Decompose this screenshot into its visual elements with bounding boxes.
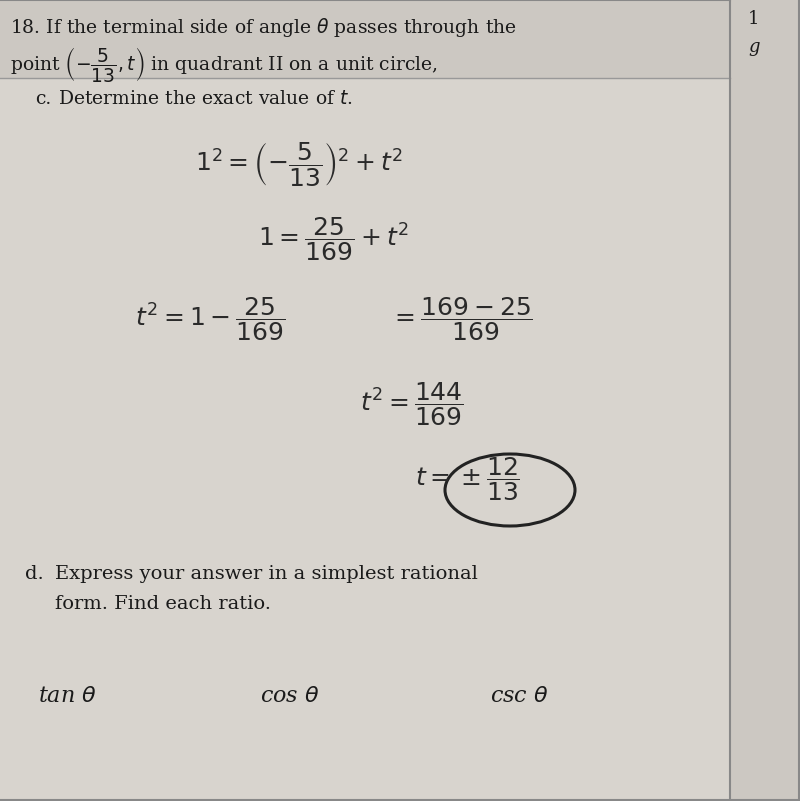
- Text: $1^2=\left(-\dfrac{5}{13}\right)^2+t^2$: $1^2=\left(-\dfrac{5}{13}\right)^2+t^2$: [195, 140, 403, 188]
- Text: $t^2=\dfrac{144}{169}$: $t^2=\dfrac{144}{169}$: [360, 380, 464, 428]
- Text: 1: 1: [748, 10, 759, 28]
- Text: c.: c.: [35, 90, 51, 108]
- Bar: [0, 0, 730, 78]
- Text: cos $\theta$: cos $\theta$: [260, 685, 319, 707]
- Text: $=\dfrac{169-25}{169}$: $=\dfrac{169-25}{169}$: [390, 295, 533, 343]
- Text: csc $\theta$: csc $\theta$: [490, 685, 549, 707]
- Text: $t=\pm\dfrac{12}{13}$: $t=\pm\dfrac{12}{13}$: [415, 455, 520, 503]
- Text: d.: d.: [25, 565, 44, 583]
- Bar: [730, 0, 800, 801]
- Text: g: g: [748, 38, 759, 56]
- Text: $t^2=1-\dfrac{25}{169}$: $t^2=1-\dfrac{25}{169}$: [135, 295, 286, 343]
- Text: form. Find each ratio.: form. Find each ratio.: [55, 595, 271, 613]
- Text: Express your answer in a simplest rational: Express your answer in a simplest ration…: [55, 565, 478, 583]
- Text: point $\left(-\dfrac{5}{13},t\right)$ in quadrant II on a unit circle,: point $\left(-\dfrac{5}{13},t\right)$ in…: [10, 45, 438, 84]
- Text: $1=\dfrac{25}{169}+t^2$: $1=\dfrac{25}{169}+t^2$: [258, 215, 409, 263]
- Text: Determine the exact value of $t$.: Determine the exact value of $t$.: [58, 90, 353, 108]
- Text: tan $\theta$: tan $\theta$: [38, 685, 97, 707]
- Text: 18. If the terminal side of angle $\theta$ passes through the: 18. If the terminal side of angle $\thet…: [10, 16, 517, 39]
